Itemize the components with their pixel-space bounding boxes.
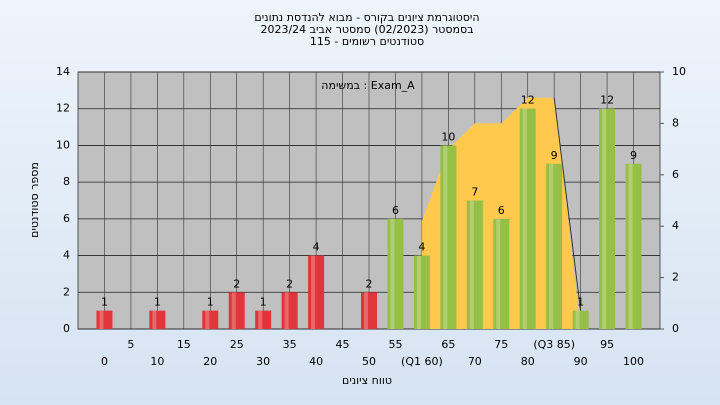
x-tick-label: (Q3 85)	[533, 338, 575, 351]
x-tick-label: 45	[336, 338, 350, 351]
bar-highlight	[416, 255, 421, 329]
y-tick-label: 2	[63, 285, 70, 298]
bar	[96, 310, 113, 329]
x-tick-label: 30	[256, 355, 270, 368]
bar	[599, 108, 616, 329]
bar-highlight	[364, 292, 368, 329]
data-label: 6	[498, 204, 505, 217]
x-tick-label: 40	[309, 355, 323, 368]
x-tick-label: 0	[101, 355, 108, 368]
x-tick-label: 10	[150, 355, 164, 368]
bar-highlight	[311, 255, 316, 329]
annotation: במשימה : Exam_A	[321, 79, 415, 92]
bar-highlight	[496, 218, 501, 329]
y2-tick-label: 10	[672, 65, 686, 78]
x-tick-label: 75	[494, 338, 508, 351]
y2-tick-label: 2	[672, 271, 679, 284]
x-axis-label: טווח ציונים	[342, 374, 392, 387]
data-label: 1	[154, 296, 161, 309]
data-label: 1	[577, 296, 584, 309]
bar-highlight	[469, 200, 474, 329]
data-label: 1	[207, 296, 214, 309]
bar	[572, 310, 589, 329]
bar	[202, 310, 219, 329]
x-tick-label: 65	[441, 338, 455, 351]
x-tick-label: 55	[388, 338, 402, 351]
bar-highlight	[522, 108, 527, 329]
bar-highlight	[284, 292, 289, 329]
bar-highlight	[575, 310, 580, 329]
bar-highlight	[443, 145, 448, 329]
area-edge	[553, 97, 582, 312]
bar-highlight	[205, 310, 210, 329]
data-label: 12	[600, 94, 614, 107]
y-tick-label: 14	[56, 65, 70, 78]
x-tick-label: 100	[623, 355, 644, 368]
data-label: 2	[286, 277, 293, 290]
chart-title: היסטוגרמת ציונים בקורס - מבוא להנדסת נתו…	[254, 11, 479, 24]
data-label: 2	[366, 277, 373, 290]
bar	[546, 163, 563, 329]
x-tick-label: (Q1 60)	[401, 355, 443, 368]
data-label: 7	[471, 186, 478, 199]
bar-highlight	[152, 310, 157, 329]
data-label: 1	[260, 296, 267, 309]
y-tick-label: 6	[63, 212, 70, 225]
data-label: 6	[392, 204, 399, 217]
bar	[440, 145, 457, 329]
data-label: 2	[233, 277, 240, 290]
bar	[255, 310, 272, 329]
y-tick-label: 10	[56, 138, 70, 151]
bar	[361, 292, 377, 329]
plot-layer: 0246810121402468100510152025303540455055…	[56, 65, 686, 368]
y-axis-label: מספר סטודנטים	[28, 162, 41, 238]
bar-highlight	[628, 163, 633, 329]
bar	[413, 255, 430, 329]
y-tick-label: 8	[63, 175, 70, 188]
y2-tick-label: 4	[672, 219, 679, 232]
x-tick-label: 20	[203, 355, 217, 368]
x-tick-label: 5	[127, 338, 134, 351]
x-tick-label: 35	[283, 338, 297, 351]
bar	[281, 292, 298, 329]
bar	[387, 218, 404, 329]
data-label: 4	[313, 241, 320, 254]
y-tick-label: 0	[63, 322, 70, 335]
bar	[149, 310, 166, 329]
bar	[625, 163, 642, 329]
x-tick-label: 15	[177, 338, 191, 351]
data-label: 1	[101, 296, 108, 309]
data-label: 12	[521, 94, 535, 107]
bar	[466, 200, 483, 329]
data-label: 9	[551, 149, 558, 162]
bar-highlight	[99, 310, 104, 329]
chart-note: סטודנטים רשומים - 115	[310, 35, 424, 48]
bar	[519, 108, 536, 329]
y2-tick-label: 0	[672, 322, 679, 335]
data-label: 4	[418, 241, 425, 254]
x-tick-label: 70	[468, 355, 482, 368]
y-tick-label: 12	[56, 102, 70, 115]
area	[421, 97, 581, 329]
x-tick-label: 80	[521, 355, 535, 368]
x-tick-label: 25	[230, 338, 244, 351]
bar-highlight	[549, 163, 554, 329]
bar	[308, 255, 325, 329]
x-tick-label: 95	[600, 338, 614, 351]
y2-tick-label: 8	[672, 116, 679, 129]
y2-tick-label: 6	[672, 168, 679, 181]
chart-subtitle: בסמסטר (02/2023) סמסטר אביב 2023/24	[260, 23, 473, 36]
x-tick-label: 90	[574, 355, 588, 368]
x-tick-label: 50	[362, 355, 376, 368]
bar-highlight	[231, 292, 236, 329]
bar-highlight	[602, 108, 607, 329]
data-label: 9	[630, 149, 637, 162]
y-tick-label: 4	[63, 249, 70, 262]
bar-highlight	[258, 310, 263, 329]
bar	[228, 292, 245, 329]
bar-highlight	[390, 218, 395, 329]
data-label: 10	[441, 130, 455, 143]
bar	[493, 218, 510, 329]
